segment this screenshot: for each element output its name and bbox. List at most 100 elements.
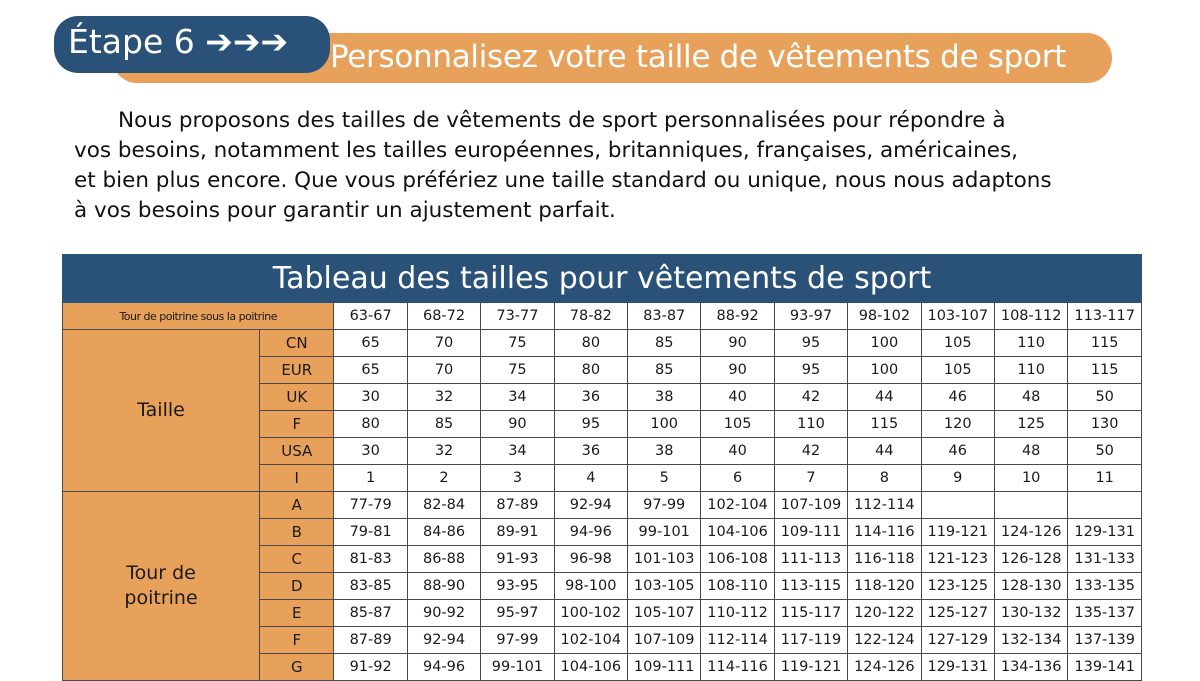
header-cell: 63-67: [333, 302, 408, 330]
group-label-tour-de-poitrine: Tour de poitrine: [61, 491, 261, 681]
table-title: Tableau des tailles pour vêtements de sp…: [62, 254, 1142, 303]
table-cell: 115: [1067, 356, 1142, 384]
table-cell: 128-130: [993, 572, 1069, 600]
table-cell: 105: [920, 356, 995, 384]
table-cell: 135-137: [1067, 599, 1142, 627]
table-cell: 70: [406, 356, 482, 384]
table-row: USA 30 32 34 36 38 40 42 44 46 48 50: [63, 437, 1142, 465]
table-cell: 132-134: [993, 626, 1069, 654]
table-cell: 94-96: [553, 518, 629, 546]
row-label: CN: [259, 329, 335, 357]
table-row: Taille CN 65 70 75 80 85 90 95 100 105 110 115: [61, 329, 1142, 492]
row-label: B: [259, 518, 335, 546]
group-label-line: poitrine: [124, 587, 198, 609]
table-cell: 110-112: [700, 599, 775, 627]
table-cell: 102-104: [700, 491, 775, 519]
table-row: G 91-92 94-96 99-101 104-106 109-111 114-116 11…: [63, 653, 1142, 681]
table-cell: 125: [993, 410, 1069, 438]
table-cell: 44: [847, 437, 922, 465]
table-cell: 87-89: [333, 626, 408, 654]
table-cell: 117-119: [773, 626, 849, 654]
table-cell: 97-99: [627, 491, 702, 519]
table-cell: 114-116: [847, 518, 922, 546]
table-cell: 134-136: [993, 653, 1069, 681]
table-cell: 85: [627, 329, 702, 357]
table-cell: 95: [773, 356, 849, 384]
row-label: USA: [259, 437, 335, 465]
table-cell: 85: [627, 356, 702, 384]
table-cell: 80: [333, 410, 408, 438]
table-cell: 89-91: [480, 518, 555, 546]
table-cell: 110: [993, 329, 1069, 357]
headline-banner: Personnalisez votre taille de vêtements …: [112, 33, 1112, 83]
table-cell: 120-122: [847, 599, 922, 627]
table-cell: 50: [1067, 437, 1142, 465]
intro-paragraph: Nous proposons des tailles de vêtements …: [74, 106, 1174, 226]
table-cell: 126-128: [993, 545, 1069, 573]
table-cell: 130-132: [993, 599, 1069, 627]
table-cell: 115: [847, 410, 922, 438]
table-cell: 42: [773, 437, 849, 465]
table-cell: 124-126: [993, 518, 1069, 546]
row-label: G: [259, 653, 335, 681]
table-cell: 129-131: [920, 653, 995, 681]
table-cell: 32: [406, 437, 482, 465]
table-cell: 90: [700, 356, 775, 384]
table-cell: 99-101: [627, 518, 702, 546]
table-cell: 90-92: [406, 599, 482, 627]
table-cell: 133-135: [1067, 572, 1142, 600]
table-cell: [1067, 491, 1142, 519]
table-cell: 107-109: [773, 491, 849, 519]
table-cell: 30: [333, 437, 408, 465]
table-row: E 85-87 90-92 95-97 100-102 105-107 110-112 115…: [63, 599, 1142, 627]
table-cell: 100: [847, 329, 922, 357]
header-cell: 108-112: [993, 302, 1069, 330]
header-cell: 83-87: [627, 302, 702, 330]
intro-line: vos besoins, notamment les tailles europ…: [74, 138, 1019, 163]
table-cell: 110: [993, 356, 1069, 384]
table-cell: 48: [993, 437, 1069, 465]
table-cell: 88-90: [406, 572, 482, 600]
table-cell: 112-114: [700, 626, 775, 654]
table-cell: 85: [406, 410, 482, 438]
group-label-line: Tour de: [126, 562, 196, 584]
table-cell: 85-87: [333, 599, 408, 627]
table-cell: 97-99: [480, 626, 555, 654]
step-label: Étape 6 ➔➔➔: [68, 22, 289, 61]
table-cell: 130: [1067, 410, 1142, 438]
table-cell: 65: [333, 329, 408, 357]
table-cell: 121-123: [920, 545, 995, 573]
table-cell: 104-106: [700, 518, 775, 546]
table-cell: 87-89: [480, 491, 555, 519]
intro-line: à vos besoins pour garantir un ajustemen…: [74, 198, 616, 223]
table-cell: 65: [333, 356, 408, 384]
table-cell: 77-79: [333, 491, 408, 519]
table-cell: 3: [480, 464, 555, 492]
table-cell: 90: [700, 329, 775, 357]
table-row: EUR 65 70 75 80 85 90 95 100 105 110 115: [63, 356, 1142, 384]
table-cell: 80: [553, 329, 629, 357]
table-cell: 38: [627, 383, 702, 411]
table-cell: 95-97: [480, 599, 555, 627]
table-cell: 103-105: [627, 572, 702, 600]
table-cell: 5: [627, 464, 702, 492]
table-cell: 75: [480, 329, 555, 357]
table-cell: 109-111: [627, 653, 702, 681]
table-cell: 75: [480, 356, 555, 384]
header-cell: 78-82: [553, 302, 629, 330]
header-cell: 73-77: [480, 302, 555, 330]
table-cell: 95: [773, 329, 849, 357]
table-cell: 80: [553, 356, 629, 384]
table-row: I 1 2 3 4 5 6 7 8 9 10 11: [63, 464, 1142, 492]
table-cell: 116-118: [847, 545, 922, 573]
table-cell: 100: [847, 356, 922, 384]
table-cell: 6: [700, 464, 775, 492]
table-cell: 120: [920, 410, 995, 438]
table-cell: 112-114: [847, 491, 922, 519]
table-cell: 100: [627, 410, 702, 438]
header-cell: 68-72: [406, 302, 482, 330]
table-cell: 95: [553, 410, 629, 438]
table-row: F 87-89 92-94 97-99 102-104 107-109 112-114 117…: [63, 626, 1142, 654]
table-cell: 42: [773, 383, 849, 411]
table-cell: [993, 491, 1069, 519]
